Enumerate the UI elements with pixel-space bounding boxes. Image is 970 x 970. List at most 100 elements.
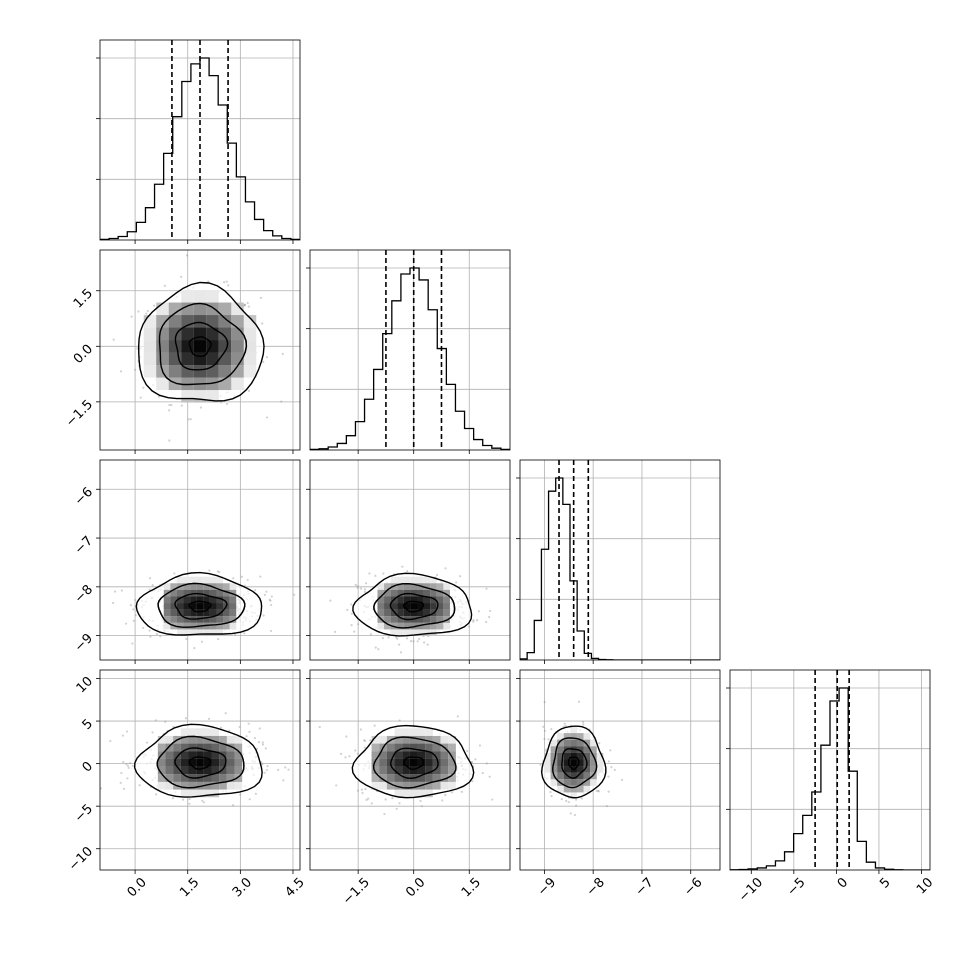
scatter-point <box>258 727 261 730</box>
scatter-point <box>184 717 188 720</box>
scatter-point <box>391 797 394 800</box>
scatter-point <box>243 632 246 635</box>
density-cell <box>219 781 227 790</box>
contour-line <box>188 600 212 613</box>
density-cell <box>218 365 232 378</box>
panel-frame <box>309 459 511 661</box>
density-cell <box>229 616 237 623</box>
density-cell <box>168 377 182 391</box>
panel-content <box>112 254 284 442</box>
histogram-3 <box>730 687 930 870</box>
density-cell <box>425 758 433 767</box>
density-cell <box>394 766 403 775</box>
density-cell <box>181 327 194 341</box>
density-cell <box>216 616 224 623</box>
scatter-point <box>266 764 269 768</box>
scatter-point <box>550 794 553 798</box>
contour-line <box>403 756 424 770</box>
scatter-point <box>146 309 149 313</box>
density-cell <box>211 774 220 782</box>
scatter-point <box>225 402 229 406</box>
density-cell <box>417 743 426 752</box>
density-cell <box>416 622 424 630</box>
density-cell <box>563 759 571 767</box>
scatter-point <box>219 726 223 729</box>
density-cell <box>183 609 191 617</box>
scatter-point <box>350 624 353 627</box>
scatter-point <box>363 588 367 591</box>
scatter-point <box>569 812 572 815</box>
density-cell <box>409 781 418 790</box>
density-cell <box>190 583 197 590</box>
scatter-point <box>246 301 249 305</box>
density-cell <box>196 781 204 790</box>
scatter-point <box>491 798 494 801</box>
scatter-point <box>246 578 249 582</box>
density-cell <box>436 622 444 630</box>
density-cell <box>397 622 404 630</box>
panel-content <box>100 712 290 807</box>
scatter-point <box>284 766 287 769</box>
x-tick-label: 10 <box>914 875 936 897</box>
density-cell <box>557 759 564 767</box>
density-cell <box>448 758 456 767</box>
scatter-point <box>353 630 356 633</box>
density-cell <box>425 735 433 744</box>
scatter-point <box>122 787 126 790</box>
scatter-point <box>485 587 488 590</box>
x-tick-label: −10 <box>736 875 766 905</box>
density-cell <box>576 733 584 740</box>
density-cell <box>583 746 591 753</box>
scatter-point <box>120 771 123 775</box>
density-cell <box>203 622 210 630</box>
scatter-point <box>142 626 145 629</box>
density-cell <box>203 596 210 604</box>
density-cell <box>157 758 166 767</box>
density-cell <box>203 603 210 610</box>
scatter-point <box>450 791 454 794</box>
density-cell <box>226 774 235 782</box>
scatter-point <box>374 646 377 649</box>
scatter-point <box>138 784 141 787</box>
density-cell <box>173 774 181 782</box>
scatter-point <box>263 593 266 596</box>
scatter-point <box>373 724 376 727</box>
density-cell <box>190 609 197 617</box>
scatter-point <box>217 637 220 641</box>
density-cell <box>190 622 197 630</box>
density-cell <box>163 603 171 610</box>
density-cell <box>157 743 166 752</box>
density-cell <box>425 751 433 759</box>
density-cell <box>181 377 194 391</box>
density-cell <box>397 596 404 604</box>
density-cell <box>183 603 191 610</box>
density-cell <box>203 751 212 759</box>
scatter-point <box>189 418 192 421</box>
density-cell <box>563 766 571 773</box>
density-cell <box>403 609 411 617</box>
density-cell <box>443 589 450 597</box>
scatter-point <box>223 281 226 284</box>
scatter-point <box>409 640 413 643</box>
density-cell <box>590 766 597 773</box>
density-cell <box>157 766 166 775</box>
scatter-point <box>125 730 129 733</box>
scatter-point <box>549 790 552 794</box>
density-cell <box>425 743 433 752</box>
scatter-point <box>157 395 161 398</box>
histogram-2 <box>520 477 720 660</box>
density-cell <box>550 766 558 773</box>
scatter-point <box>350 612 353 615</box>
density-cell <box>377 609 385 617</box>
density-cell <box>423 583 431 590</box>
scatter-point <box>145 741 149 744</box>
density-cell <box>203 758 212 767</box>
density-cell <box>183 589 191 597</box>
density-cell <box>170 609 177 617</box>
scatter-point <box>264 747 267 750</box>
scatter-point <box>282 779 285 782</box>
density-cell <box>168 340 182 353</box>
contour-line <box>390 747 439 780</box>
scatter-point <box>416 640 419 643</box>
density-cell <box>176 622 184 630</box>
